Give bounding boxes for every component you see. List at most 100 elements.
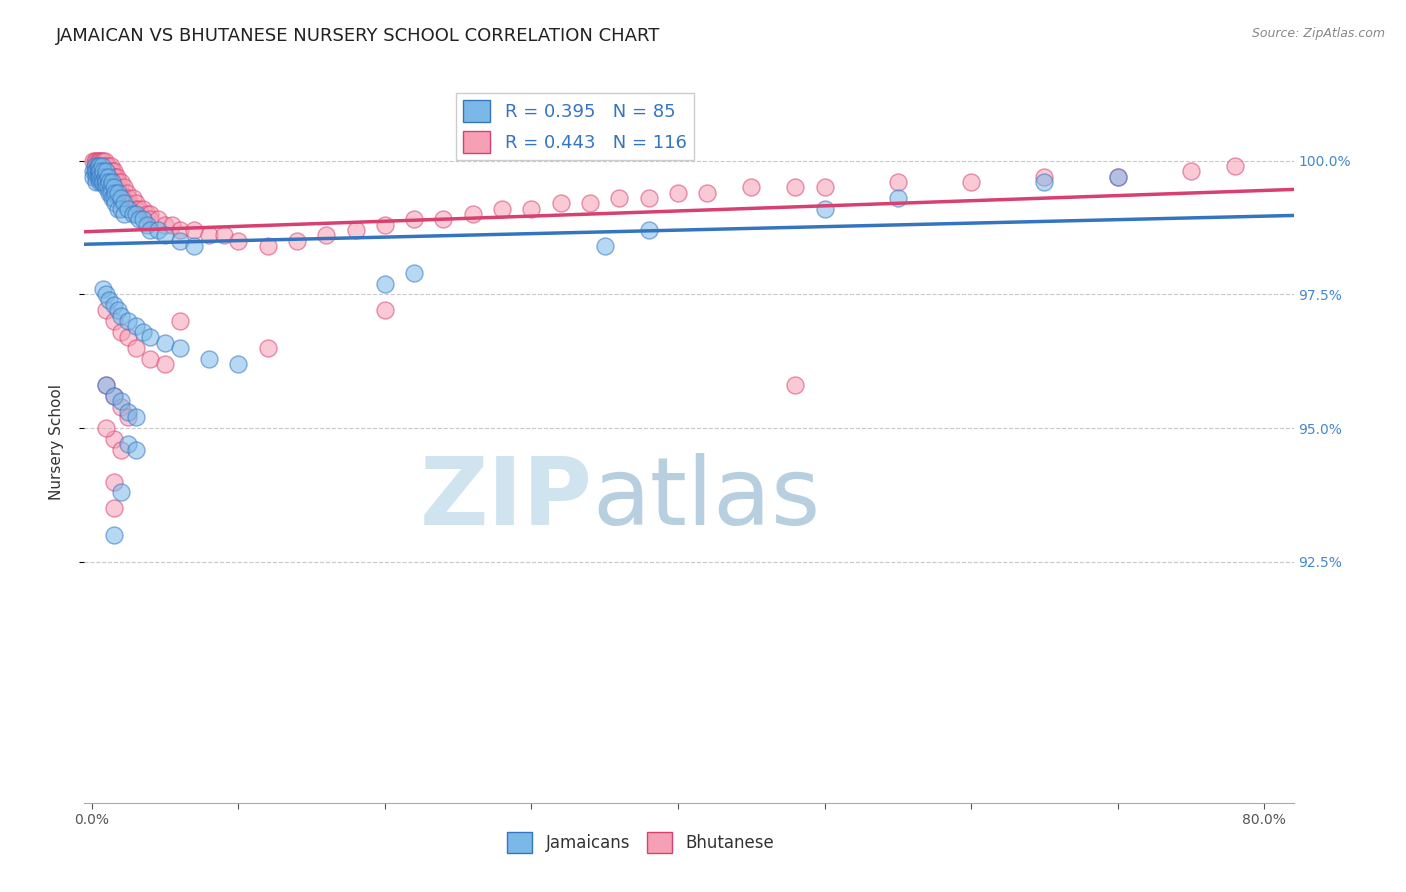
Point — [110, 202, 132, 216]
Point — [107, 186, 129, 200]
Point — [124, 442, 146, 457]
Point — [91, 175, 114, 189]
Point — [98, 186, 121, 200]
Point — [104, 186, 127, 200]
Point — [132, 202, 155, 216]
Point — [93, 159, 115, 173]
Point — [139, 351, 162, 366]
Point — [89, 153, 111, 168]
Point — [153, 357, 176, 371]
Point — [89, 169, 111, 184]
Point — [112, 207, 135, 221]
Point — [84, 153, 107, 168]
Point — [169, 314, 191, 328]
Point — [89, 175, 111, 189]
Point — [374, 218, 396, 232]
Point — [117, 196, 139, 211]
Text: JAMAICAN VS BHUTANESE NURSERY SCHOOL CORRELATION CHART: JAMAICAN VS BHUTANESE NURSERY SCHOOL COR… — [56, 27, 661, 45]
Point — [128, 212, 150, 227]
Point — [103, 191, 125, 205]
Point — [103, 164, 125, 178]
Point — [91, 153, 114, 168]
Point — [491, 202, 513, 216]
Point — [97, 180, 120, 194]
Point — [115, 186, 138, 200]
Point — [740, 180, 762, 194]
Point — [112, 191, 135, 205]
Point — [98, 164, 121, 178]
Point — [103, 501, 125, 516]
Point — [162, 218, 184, 232]
Point — [89, 164, 111, 178]
Point — [104, 180, 127, 194]
Point — [100, 159, 122, 173]
Point — [960, 175, 983, 189]
Point — [104, 196, 127, 211]
Point — [285, 234, 308, 248]
Point — [91, 164, 114, 178]
Point — [103, 528, 125, 542]
Point — [101, 175, 124, 189]
Point — [103, 180, 125, 194]
Point — [139, 207, 162, 221]
Point — [107, 303, 129, 318]
Point — [100, 169, 122, 184]
Point — [139, 223, 162, 237]
Point — [93, 175, 115, 189]
Point — [86, 159, 108, 173]
Point — [98, 293, 121, 307]
Point — [91, 159, 114, 173]
Point — [87, 159, 110, 173]
Point — [256, 239, 278, 253]
Point — [696, 186, 718, 200]
Point — [110, 394, 132, 409]
Point — [132, 212, 155, 227]
Point — [86, 153, 108, 168]
Point — [198, 351, 221, 366]
Point — [103, 475, 125, 489]
Point — [153, 228, 176, 243]
Point — [96, 164, 118, 178]
Point — [105, 180, 128, 194]
Point — [110, 191, 132, 205]
Point — [1107, 169, 1129, 184]
Point — [84, 159, 107, 173]
Point — [666, 186, 689, 200]
Point — [139, 330, 162, 344]
Point — [404, 212, 426, 227]
Point — [212, 228, 235, 243]
Point — [93, 164, 115, 178]
Point — [82, 164, 104, 178]
Point — [86, 159, 108, 173]
Point — [83, 153, 105, 168]
Point — [86, 164, 108, 178]
Point — [96, 175, 118, 189]
Point — [101, 175, 124, 189]
Point — [87, 164, 110, 178]
Point — [105, 169, 128, 184]
Point — [153, 335, 176, 350]
Point — [146, 223, 169, 237]
Point — [87, 159, 110, 173]
Point — [432, 212, 454, 227]
Point — [100, 180, 122, 194]
Point — [110, 191, 132, 205]
Point — [344, 223, 367, 237]
Point — [103, 298, 125, 312]
Point — [121, 207, 143, 221]
Point — [374, 303, 396, 318]
Point — [96, 378, 118, 392]
Point — [637, 191, 659, 205]
Point — [87, 169, 110, 184]
Point — [146, 212, 169, 227]
Point — [103, 169, 125, 184]
Point — [101, 191, 124, 205]
Point — [103, 175, 125, 189]
Point — [83, 164, 105, 178]
Point — [579, 196, 602, 211]
Point — [1033, 169, 1056, 184]
Point — [121, 191, 143, 205]
Point — [93, 164, 115, 178]
Point — [91, 169, 114, 184]
Point — [226, 357, 249, 371]
